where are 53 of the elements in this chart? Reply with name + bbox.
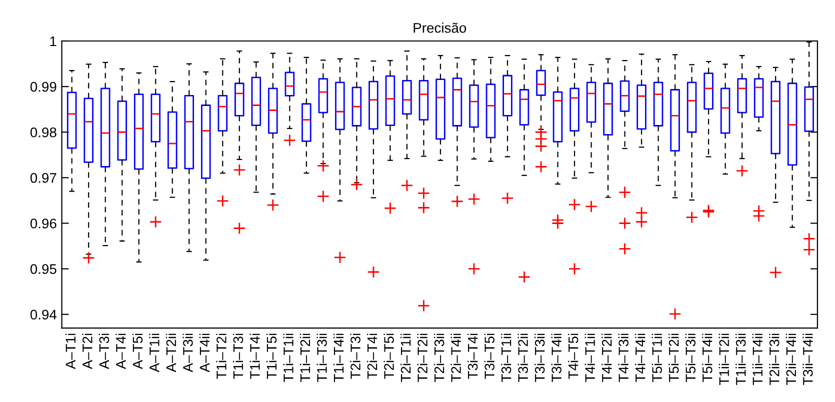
- x-tick-label: T2ii–T3ii: [769, 334, 780, 386]
- x-tick-label: T5i–T4ii: [702, 334, 712, 382]
- y-tick-label: 0.95: [30, 264, 56, 274]
- x-tick-label: T2i–T3i: [350, 334, 360, 379]
- x-tick-label: T5i–T1ii: [652, 334, 662, 382]
- x-tick-label: A–T1ii: [149, 334, 160, 372]
- x-tick-label: T4i–T2ii: [602, 334, 612, 382]
- y-tick-label: 0.99: [30, 82, 56, 92]
- y-tick-label: 0.98: [30, 127, 56, 138]
- y-tick-label: 0.96: [30, 218, 56, 228]
- x-tick-label: A–T5i: [132, 334, 143, 370]
- y-tick-label: 0.97: [30, 173, 56, 183]
- x-tick-label: T3ii–T4ii: [802, 334, 813, 386]
- x-tick-label: T4i–T1ii: [584, 334, 595, 382]
- x-tick-label: T2i–T4ii: [450, 334, 461, 382]
- x-tick-label: T2ii–T4ii: [786, 334, 796, 386]
- y-tick-label: 1: [50, 36, 56, 46]
- x-tick-label: A–T3i: [98, 334, 110, 370]
- x-tick-label: T5i–T3ii: [685, 334, 696, 382]
- x-tick-label: T2i–T5i: [384, 334, 394, 379]
- x-tick-label: T5i–T2ii: [668, 334, 679, 382]
- x-tick-label: T1ii–T3ii: [736, 334, 746, 386]
- x-tick-label: T1i–T2i: [216, 334, 226, 379]
- x-tick-label: T2i–T2ii: [417, 334, 428, 382]
- x-tick-label: T1i–T3i: [232, 334, 244, 379]
- x-tick-label: T2i–T4i: [366, 334, 378, 379]
- x-tick-label: A–T4ii: [199, 334, 210, 372]
- x-tick-label: T4i–T5i: [568, 334, 578, 379]
- x-tick-label: T3i–T4i: [468, 334, 478, 379]
- x-tick-label: T1i–T2ii: [300, 334, 310, 382]
- x-tick-label: T1i–T5i: [266, 334, 277, 379]
- x-tick-label: A–T2i: [82, 334, 92, 370]
- x-tick-label: A–T2ii: [166, 334, 176, 372]
- x-tick-label: T1ii–T2ii: [718, 334, 729, 386]
- x-tick-label: T1i–T4ii: [333, 334, 344, 382]
- x-tick-label: T1i–T1ii: [283, 334, 294, 382]
- x-tick-label: T3i–T1ii: [501, 334, 512, 382]
- x-tick-label: T2i–T1ii: [400, 334, 411, 382]
- x-tick-label: T4i–T4ii: [635, 334, 646, 382]
- x-tick-label: A–T1i: [65, 334, 76, 370]
- x-tick-label: T2i–T3ii: [434, 334, 444, 382]
- chart-title: Precisão: [414, 22, 466, 33]
- x-tick-label: T3i–T3ii: [534, 334, 545, 382]
- y-tick-label: 0.94: [30, 310, 57, 320]
- x-tick-label: T3i–T2ii: [518, 334, 528, 382]
- x-tick-label: T3i–T5i: [484, 334, 494, 379]
- x-tick-label: T4i–T3ii: [618, 334, 629, 382]
- x-tick-label: T3i–T4ii: [551, 334, 562, 382]
- x-tick-label: A–T4i: [116, 334, 126, 370]
- x-tick-label: T1ii–T4ii: [752, 334, 762, 386]
- x-tick-label: T1i–T3ii: [316, 334, 327, 382]
- x-tick-label: T1i–T4i: [250, 334, 260, 379]
- x-tick-label: A–T3ii: [182, 334, 193, 372]
